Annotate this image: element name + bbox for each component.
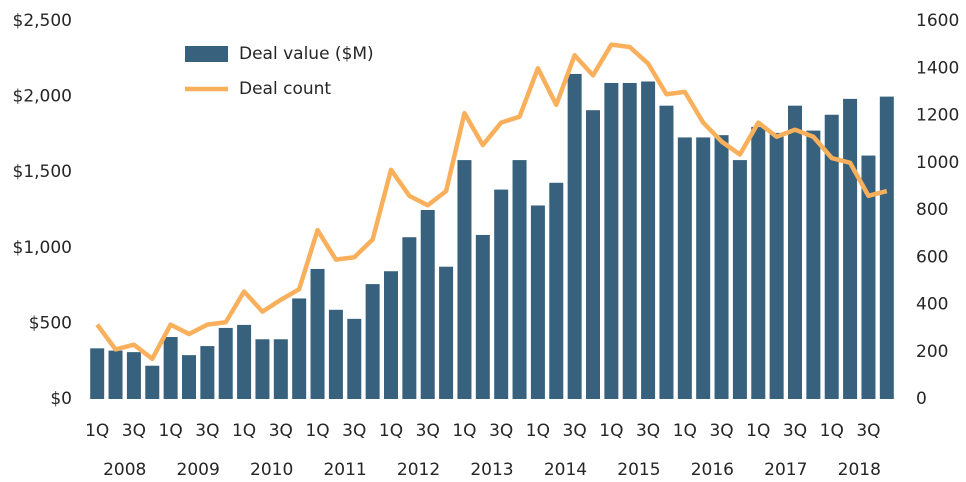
- bar: [365, 284, 380, 399]
- y-tick-label: $2,500: [13, 11, 72, 31]
- legend-swatch: [185, 46, 228, 62]
- x-tick-label: 3Q: [783, 421, 807, 441]
- bar: [328, 309, 343, 399]
- y2-tick-label: 1400: [916, 58, 959, 78]
- bar: [145, 365, 160, 399]
- y-tick-label: $0: [50, 389, 72, 409]
- bar: [604, 82, 619, 399]
- x-tick-label: 1Q: [673, 421, 697, 441]
- bar: [163, 337, 178, 399]
- y2-tick-label: 400: [916, 295, 948, 315]
- y2-tick-label: 0: [916, 389, 927, 409]
- y2-tick-label: 600: [916, 247, 948, 267]
- x-tick-label: 3Q: [856, 421, 880, 441]
- x-tick-label: 3Q: [122, 421, 146, 441]
- year-label: 2008: [103, 460, 146, 480]
- year-label: 2009: [177, 460, 220, 480]
- x-tick-label: 1Q: [379, 421, 403, 441]
- bar: [475, 234, 490, 399]
- line: [95, 42, 888, 362]
- x-tick-label: 1Q: [452, 421, 476, 441]
- year-label: 2011: [323, 460, 366, 480]
- bar: [788, 105, 802, 399]
- bar: [714, 135, 729, 399]
- year-label: 2012: [397, 460, 440, 480]
- y2-tick-label: 200: [916, 342, 948, 362]
- y2-tick-label: 1600: [916, 11, 959, 31]
- bar: [494, 189, 509, 399]
- bar: [237, 324, 252, 399]
- legend-label: Deal count: [239, 79, 331, 99]
- year-label: 2010: [250, 460, 293, 480]
- x-tick-label: 3Q: [563, 421, 587, 441]
- y-tick-label: $1,000: [13, 238, 72, 258]
- y2-tick-label: 1000: [916, 153, 959, 173]
- x-tick-label: 3Q: [342, 421, 366, 441]
- bar: [126, 352, 141, 399]
- year-label: 2015: [617, 460, 660, 480]
- bar: [200, 346, 215, 399]
- bar: [439, 266, 454, 399]
- y2-tick-label: 1200: [916, 106, 959, 126]
- bar: [677, 137, 692, 399]
- year-label: 2016: [691, 460, 734, 480]
- x-tick-label: 3Q: [416, 421, 440, 441]
- bar: [255, 339, 270, 399]
- bar: [751, 126, 766, 399]
- bar: [659, 105, 674, 399]
- bar: [824, 114, 839, 399]
- year-label: 2013: [470, 460, 513, 480]
- x-tick-label: 1Q: [232, 421, 256, 441]
- bar: [879, 96, 894, 399]
- x-tick-label: 1Q: [526, 421, 550, 441]
- year-label: 2018: [838, 460, 881, 480]
- x-tick-label: 1Q: [820, 421, 844, 441]
- bar: [90, 348, 105, 399]
- y-tick-label: $2,000: [13, 87, 72, 107]
- year-label: 2014: [544, 460, 587, 480]
- x-tick-label: 1Q: [305, 421, 329, 441]
- bar: [512, 160, 527, 399]
- bar: [530, 205, 545, 399]
- x-tick-label: 3Q: [269, 421, 293, 441]
- x-tick-label: 1Q: [159, 421, 183, 441]
- y-tick-label: $1,500: [13, 162, 72, 182]
- x-tick-label: 1Q: [85, 421, 109, 441]
- y2-tick-label: 800: [916, 200, 948, 220]
- bar: [567, 73, 582, 400]
- bar: [310, 268, 325, 399]
- bar: [586, 110, 600, 399]
- year-label: 2017: [764, 460, 807, 480]
- x-tick-label: 3Q: [709, 421, 733, 441]
- y-tick-label: $500: [29, 313, 72, 333]
- x-tick-label: 3Q: [636, 421, 660, 441]
- x-tick-label: 1Q: [746, 421, 770, 441]
- bar: [641, 81, 656, 399]
- x-tick-label: 3Q: [489, 421, 513, 441]
- bar: [549, 182, 564, 399]
- bar: [182, 355, 196, 399]
- bar: [292, 298, 307, 399]
- bar: [622, 82, 637, 399]
- bar: [384, 271, 398, 399]
- bar: [457, 160, 472, 399]
- bar: [402, 237, 417, 399]
- bar: [769, 132, 784, 399]
- bar: [732, 160, 747, 399]
- bar: [347, 318, 362, 399]
- x-tick-label: 3Q: [195, 421, 219, 441]
- x-tick-label: 1Q: [599, 421, 623, 441]
- bar: [861, 155, 876, 399]
- bar: [218, 327, 233, 399]
- bar: [420, 210, 435, 399]
- bar: [843, 98, 858, 400]
- bar: [696, 137, 711, 399]
- bar: [108, 350, 123, 399]
- bar: [806, 130, 821, 399]
- legend-label: Deal value ($M): [239, 44, 374, 64]
- bar: [273, 339, 288, 399]
